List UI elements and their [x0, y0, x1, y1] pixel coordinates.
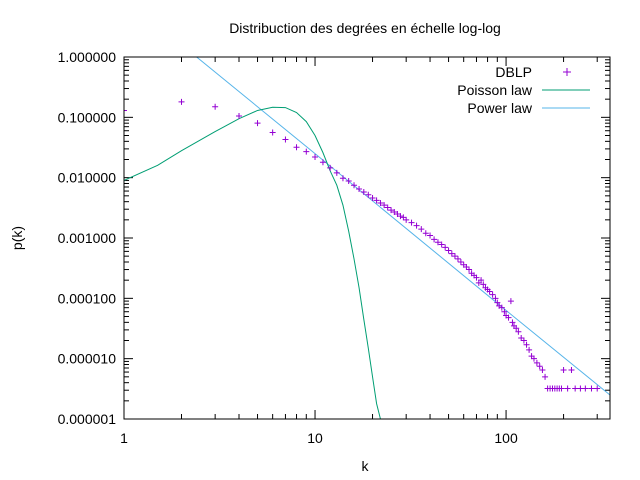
dblp-point: [509, 319, 516, 326]
dblp-point: [373, 197, 380, 204]
dblp-point: [457, 259, 464, 266]
dblp-point: [377, 200, 384, 207]
chart-title: Distribuction des degrées en échelle log…: [229, 20, 501, 36]
dblp-point: [498, 304, 505, 311]
dblp-point: [381, 202, 388, 209]
dblp-point: [391, 208, 398, 215]
dblp-point: [345, 178, 352, 185]
dblp-point: [507, 298, 514, 305]
dblp-point: [413, 222, 420, 229]
dblp-point: [303, 148, 310, 155]
dblp-point: [178, 98, 185, 105]
dblp-point: [427, 232, 434, 239]
legend-label-poisson: Poisson law: [457, 82, 533, 98]
y-tick-label: 0.001000: [58, 230, 117, 246]
dblp-point: [480, 281, 487, 288]
dblp-point: [505, 314, 512, 321]
y-tick-label: 0.000001: [58, 411, 117, 427]
dblp-point: [533, 359, 540, 366]
dblp-point: [339, 175, 346, 182]
y-tick-label: 1.000000: [58, 49, 117, 65]
dblp-point: [434, 239, 441, 246]
poisson-law-line: [124, 106, 381, 419]
dblp-point: [542, 373, 549, 380]
dblp-point: [319, 159, 326, 166]
dblp-point: [501, 308, 508, 315]
dblp-point: [236, 113, 243, 120]
dblp-point: [124, 107, 127, 114]
dblp-point: [494, 299, 501, 306]
dblp-point: [360, 188, 367, 195]
poisson-law-series: [124, 106, 381, 419]
legend-label-dblp: DBLP: [495, 64, 532, 80]
legend: DBLP Poisson law Power law: [457, 64, 590, 116]
dblp-point: [492, 295, 499, 302]
x-tick-label: 10: [307, 430, 323, 446]
dblp-point: [269, 129, 276, 136]
y-axis-label: p(k): [9, 226, 25, 250]
dblp-point: [422, 230, 429, 237]
dblp-point: [388, 207, 395, 214]
dblp-series: [124, 98, 601, 392]
dblp-point: [572, 385, 579, 392]
legend-swatch-dblp: [563, 68, 571, 76]
plot-frame: [123, 56, 611, 420]
x-axis-label: k: [362, 458, 370, 474]
dblp-point: [520, 337, 527, 344]
dblp-point: [486, 288, 493, 295]
y-tick-label: 0.000100: [58, 290, 117, 306]
dblp-point: [454, 255, 461, 262]
dblp-point: [369, 195, 376, 202]
y-tick-label: 0.000010: [58, 351, 117, 367]
dblp-point: [442, 244, 449, 251]
dblp-point: [408, 219, 415, 226]
dblp-point: [515, 328, 522, 335]
legend-label-power: Power law: [467, 100, 532, 116]
dblp-point: [293, 144, 300, 151]
dblp-point: [536, 363, 543, 370]
dblp-point: [356, 185, 363, 192]
dblp-point: [582, 385, 589, 392]
dblp-point: [478, 277, 485, 284]
dblp-point: [539, 366, 546, 373]
dblp-point: [403, 216, 410, 223]
dblp-point: [473, 274, 480, 281]
y-tick-label: 0.100000: [58, 109, 117, 125]
dblp-point: [418, 226, 425, 233]
dblp-point: [384, 204, 391, 211]
dblp-point: [523, 341, 530, 348]
y-tick-label: 0.010000: [58, 170, 117, 186]
dblp-point: [212, 103, 219, 110]
dblp-point: [397, 213, 404, 220]
dblp-point: [564, 385, 571, 392]
dblp-point: [526, 346, 533, 353]
dblp-point: [466, 266, 473, 273]
dblp-point: [558, 385, 565, 392]
dblp-point: [530, 355, 537, 362]
dblp-point: [438, 241, 445, 248]
dblp-point: [448, 250, 455, 257]
dblp-point: [282, 136, 289, 143]
dblp-point: [254, 120, 261, 127]
dblp-point: [594, 385, 601, 392]
dblp-point: [568, 366, 575, 373]
dblp-point: [351, 182, 358, 189]
power-law-line: [196, 57, 610, 396]
dblp-point: [431, 236, 438, 243]
dblp-point: [394, 210, 401, 217]
dblp-point: [451, 253, 458, 260]
dblp-point: [327, 164, 334, 171]
dblp-point: [445, 247, 452, 254]
dblp-point: [513, 325, 520, 332]
dblp-point: [333, 169, 340, 176]
dblp-point: [312, 154, 319, 161]
dblp-point: [588, 385, 595, 392]
dblp-point: [560, 366, 567, 373]
power-law-series: [196, 57, 610, 396]
dblp-point: [365, 191, 372, 198]
dblp-point: [489, 291, 496, 298]
x-tick-label: 1: [120, 430, 128, 446]
x-tick-label: 100: [494, 430, 518, 446]
